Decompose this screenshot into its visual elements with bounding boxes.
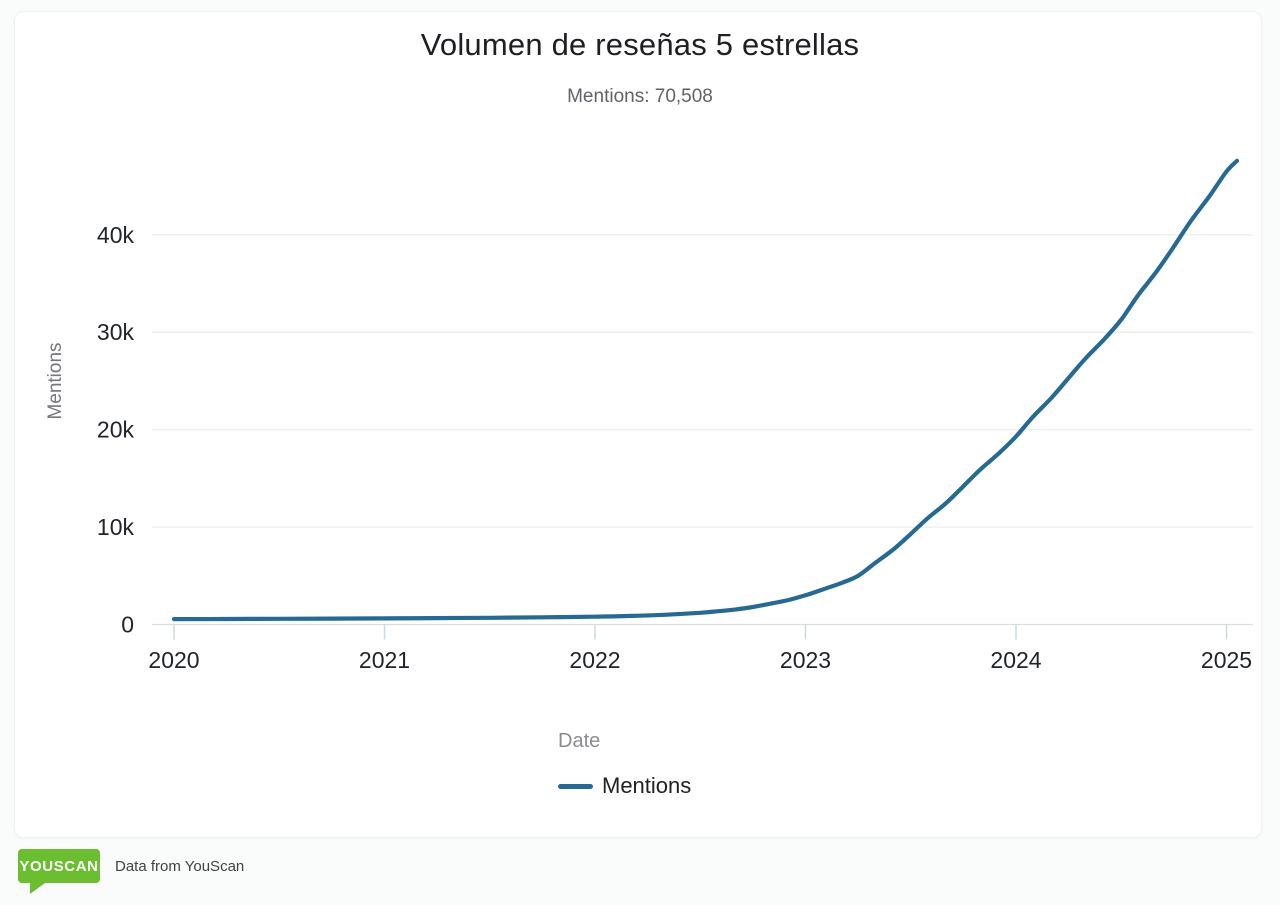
chart-subtitle: Mentions: 70,508 xyxy=(567,86,713,107)
youscan-logo-text: YOUSCAN xyxy=(19,857,99,875)
footer: YOUSCAN Data from YouScan xyxy=(18,849,245,894)
legend-label: Mentions xyxy=(602,773,692,798)
legend-line-swatch xyxy=(558,783,593,789)
y-axis-title: Mentions xyxy=(45,342,66,420)
youscan-logo: YOUSCAN xyxy=(18,849,100,894)
legend[interactable]: Mentions xyxy=(558,771,691,801)
x-axis-title: Date xyxy=(558,730,601,752)
chart-card xyxy=(14,11,1262,838)
footer-attribution: Data from YouScan xyxy=(115,857,245,875)
chart-title: Volumen de reseñas 5 estrellas xyxy=(420,27,860,62)
youscan-logo-tail xyxy=(30,883,45,894)
